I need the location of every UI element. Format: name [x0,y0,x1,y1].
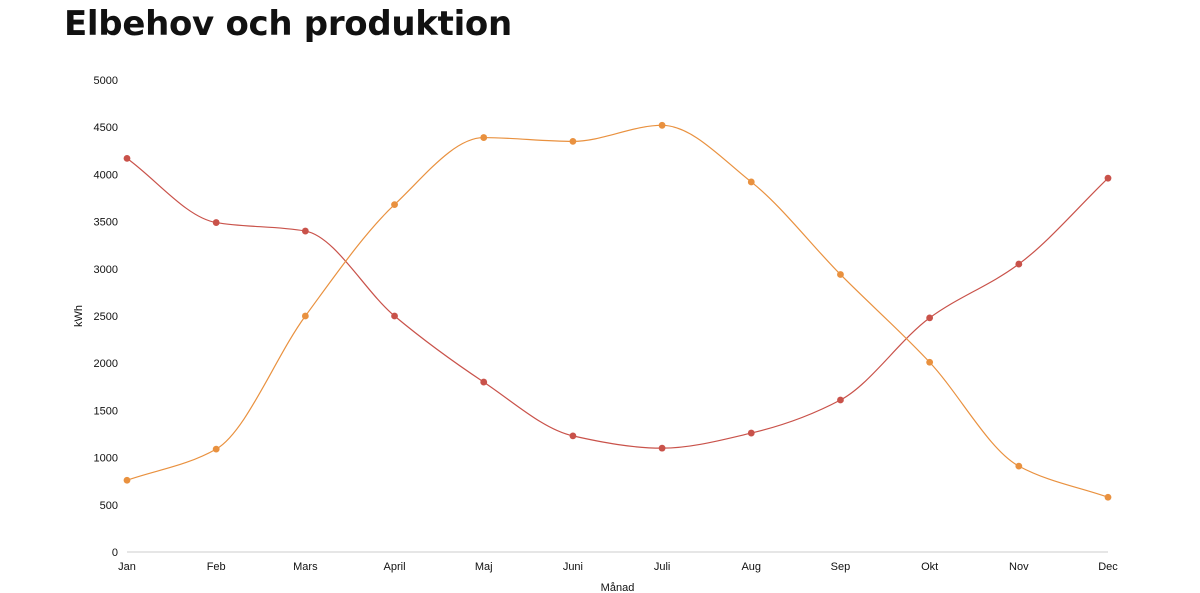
data-point-series-2 [302,313,309,320]
data-point-series-2 [926,359,933,366]
x-axis-title: Månad [601,582,635,593]
series-line-2 [127,125,1108,497]
data-point-series-1 [748,430,755,437]
data-point-series-2 [1105,494,1112,501]
data-point-series-1 [570,432,577,439]
x-tick-label: Juli [654,561,671,573]
y-tick-label: 1000 [94,453,118,465]
data-point-series-2 [659,122,666,129]
data-point-series-1 [659,445,666,452]
y-tick-label: 500 [100,500,118,512]
series-line-1 [127,158,1108,448]
data-point-series-1 [124,155,131,162]
data-point-series-1 [926,314,933,321]
x-tick-label: April [384,561,406,573]
x-tick-label: Nov [1009,561,1029,573]
data-point-series-1 [837,397,844,404]
x-tick-label: Jan [118,561,136,573]
data-point-series-2 [837,271,844,278]
x-tick-label: Okt [921,561,938,573]
data-point-series-2 [1015,463,1022,470]
y-tick-label: 4500 [94,122,118,134]
y-axis-title: kWh [73,305,85,327]
y-tick-label: 0 [112,547,118,559]
y-axis-ticks: 0 500 1000 1500 2000 2500 3000 3500 4000 4500 5000 [94,75,118,559]
y-tick-label: 1500 [94,405,118,417]
x-tick-label: Feb [207,561,226,573]
data-point-series-2 [124,477,131,484]
data-point-series-2 [213,446,220,453]
y-tick-label: 5000 [94,75,118,87]
data-point-series-2 [480,134,487,141]
y-tick-label: 3000 [94,264,118,276]
data-point-series-1 [302,228,309,235]
x-tick-label: Sep [831,561,851,573]
y-tick-label: 2000 [94,358,118,370]
data-point-series-1 [1015,261,1022,268]
y-tick-label: 2500 [94,311,118,323]
series-layer [124,122,1112,501]
data-point-series-1 [480,379,487,386]
data-point-series-1 [213,219,220,226]
data-point-series-1 [391,313,398,320]
y-tick-label: 4000 [94,169,118,181]
data-point-series-2 [570,138,577,145]
y-tick-label: 3500 [94,217,118,229]
data-point-series-2 [391,201,398,208]
x-tick-label: Dec [1098,561,1118,573]
x-tick-label: Maj [475,561,493,573]
x-tick-label: Juni [563,561,583,573]
data-point-series-2 [748,179,755,186]
x-tick-label: Aug [741,561,761,573]
x-tick-label: Mars [293,561,318,573]
data-point-series-1 [1105,175,1112,182]
x-axis-ticks: Jan Feb Mars April Maj Juni Juli Aug Sep Okt Nov De… [118,561,1118,573]
